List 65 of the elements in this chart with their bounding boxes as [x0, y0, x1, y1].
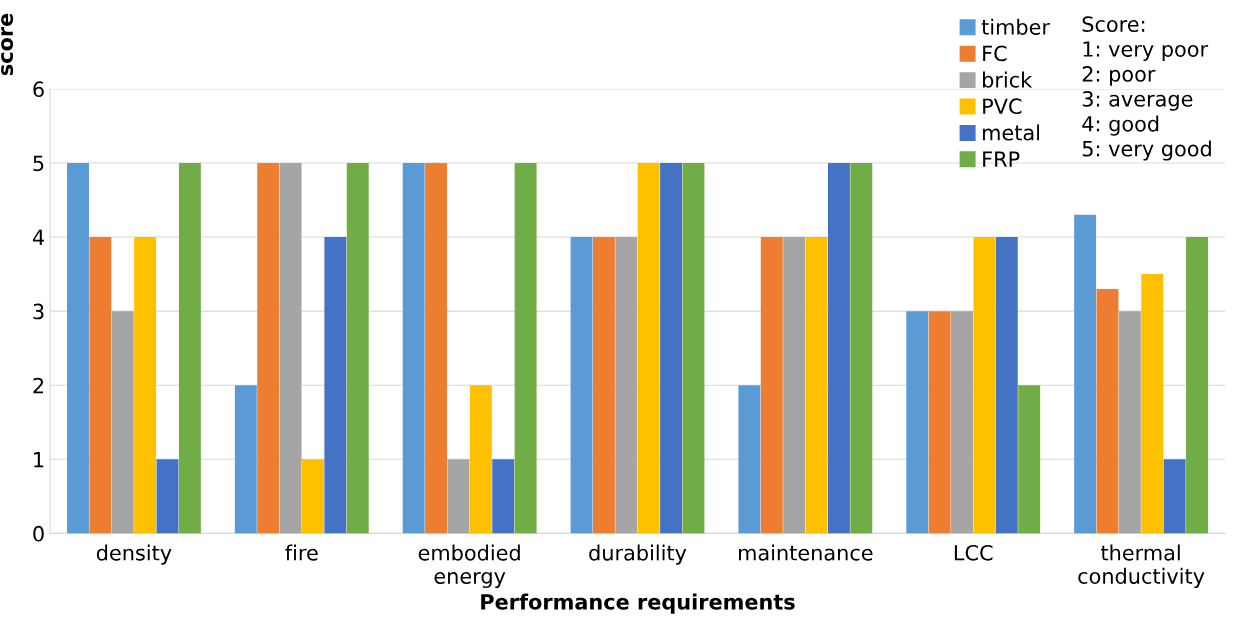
bar: [827, 162, 850, 534]
bar: [469, 385, 492, 534]
bar: [1096, 288, 1119, 534]
annotation: Score: 1: very poor 2: poor 3: average 4: good 5: very good: [1082, 16, 1211, 161]
bar: [760, 237, 783, 534]
x-axis-title: Performance requirements: [481, 593, 795, 614]
bar: [1118, 311, 1141, 534]
x-tick-label: durability: [589, 544, 687, 565]
bar: [447, 459, 470, 534]
bar: [570, 237, 593, 534]
y-tick-label: 5: [33, 155, 44, 172]
bar: [637, 162, 660, 534]
x-tick-label: embodied energy: [418, 544, 520, 588]
bar: [738, 385, 761, 534]
bar: [592, 237, 615, 534]
bar: [951, 311, 973, 534]
legend-label: PVC: [983, 98, 1022, 115]
bar: [257, 162, 280, 534]
bar: [425, 162, 448, 534]
bar: [660, 162, 683, 534]
y-tick-label: 4: [32, 229, 44, 245]
y-axis-title: score: [1, 13, 14, 76]
bar: [67, 162, 89, 534]
y-tick-label: 2: [33, 377, 44, 394]
legend-label: timber: [981, 18, 1050, 35]
bar: [1141, 274, 1164, 534]
y-tick-label: 3: [33, 303, 44, 320]
bar: [156, 459, 179, 534]
bar: [279, 162, 302, 534]
x-tick-label: maintenance: [739, 544, 873, 561]
bar: [178, 162, 201, 534]
legend-label: FC: [983, 45, 1007, 62]
y-tick-label: 1: [34, 452, 44, 468]
bar: [615, 237, 638, 534]
x-tick-label: density: [96, 544, 172, 565]
bar: [111, 311, 134, 534]
bar: [682, 162, 705, 534]
legend-label: brick: [983, 71, 1033, 88]
y-tick-label: 0: [33, 525, 44, 542]
bar: [805, 237, 828, 534]
bar: [514, 162, 537, 534]
bar: [1163, 459, 1186, 534]
bar: [324, 237, 347, 534]
bar: [402, 162, 425, 534]
bar: [234, 385, 257, 534]
x-tick-label: fire: [285, 544, 318, 561]
bar: [89, 237, 112, 534]
legend-label: FRP: [983, 151, 1020, 167]
bar: [134, 237, 157, 534]
bar: [346, 162, 369, 534]
bar: [492, 459, 515, 534]
y-tick-label: 6: [33, 81, 44, 98]
x-tick-label: LCC: [954, 544, 993, 561]
bar: [302, 459, 324, 534]
bar: [1186, 237, 1208, 534]
bar: [783, 237, 806, 534]
legend-label: metal: [983, 124, 1040, 141]
bar: [1074, 214, 1097, 534]
bar: [973, 237, 996, 534]
bar: [995, 237, 1018, 534]
bar: [1018, 385, 1041, 534]
bar: [850, 162, 873, 534]
bar: [906, 311, 929, 534]
bar: [928, 311, 951, 534]
x-tick-label: thermal conductivity: [1078, 544, 1205, 588]
